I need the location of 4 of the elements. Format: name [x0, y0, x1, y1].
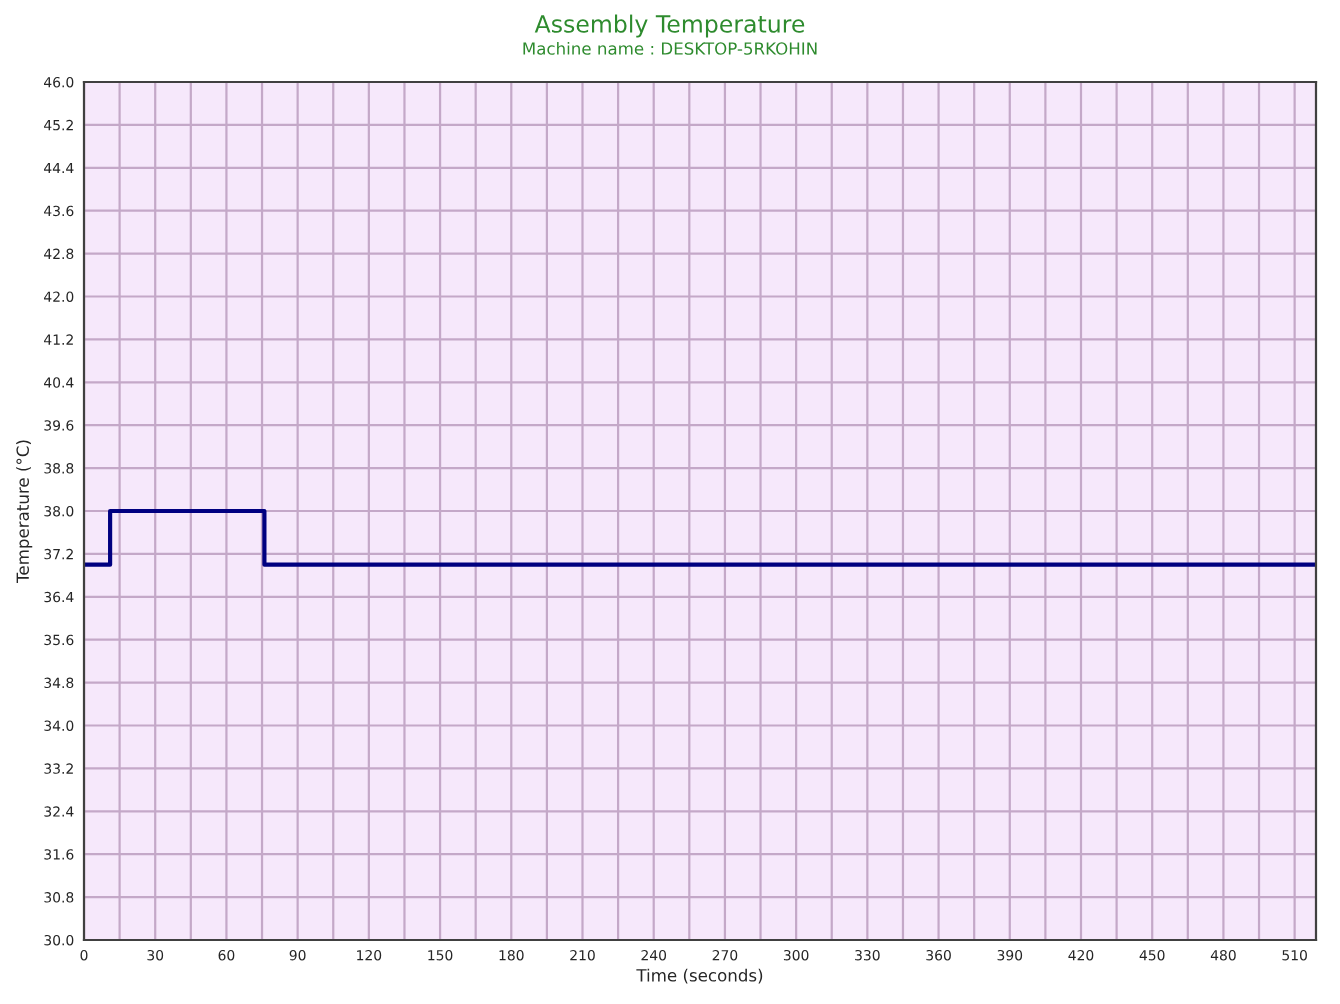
chart-subtitle: Machine name : DESKTOP-5RKOHIN: [523, 41, 817, 55]
chart-title: Assembly Temperature: [534, 14, 805, 38]
y-axis-title: Temperature (°C): [16, 440, 33, 583]
x-axis-title: Time (seconds): [636, 968, 763, 984]
